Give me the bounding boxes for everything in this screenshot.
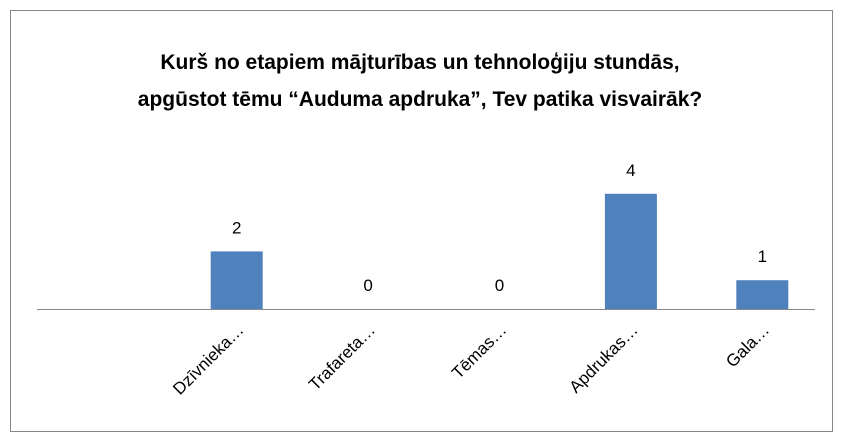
- bar: [736, 280, 789, 309]
- chart-border: [10, 10, 833, 432]
- data-label: 4: [626, 161, 635, 180]
- chart-title: Kurš no etapiem mājturības un tehnoloģij…: [137, 51, 703, 111]
- bar: [604, 193, 657, 309]
- data-label: 1: [758, 247, 767, 266]
- data-label: 0: [363, 276, 372, 295]
- data-label: 0: [495, 276, 504, 295]
- data-label: 2: [232, 218, 241, 237]
- bar: [210, 251, 263, 309]
